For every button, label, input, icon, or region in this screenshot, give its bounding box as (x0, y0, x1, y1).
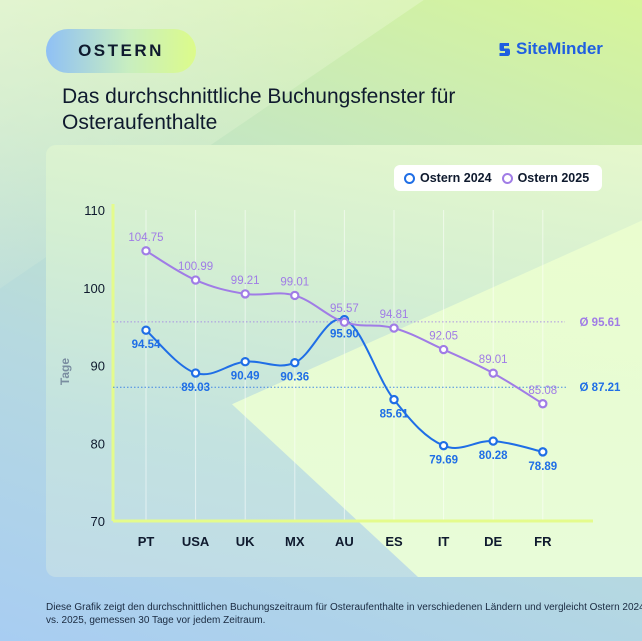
data-label-2024: 85.61 (380, 409, 409, 421)
data-label-2025: 85.08 (528, 385, 557, 397)
logo-text: SiteMinder (516, 39, 603, 58)
data-label-2024: 78.89 (528, 461, 557, 473)
y-tick-label: 80 (91, 436, 105, 451)
legend-item-2024[interactable]: Ostern 2024 (404, 171, 492, 185)
average-label-2025: Ø 95.61 (580, 317, 622, 329)
data-label-2024: 94.54 (132, 339, 161, 351)
data-point-2024[interactable] (190, 368, 201, 378)
category-badge-label: OSTERN (78, 41, 164, 60)
data-point-2024[interactable] (538, 447, 548, 457)
y-tick-label: 100 (83, 281, 105, 296)
data-point-2025[interactable] (438, 344, 449, 355)
data-label-2024: 89.03 (181, 382, 210, 394)
legend-marker-2025-icon (501, 172, 513, 184)
y-tick-label: 110 (84, 203, 105, 218)
legend-label-2024: Ostern 2024 (420, 171, 492, 185)
data-point-2025[interactable] (339, 317, 350, 327)
data-point-2025[interactable] (141, 246, 151, 256)
y-tick-label: 90 (91, 359, 105, 374)
data-point-2024[interactable] (488, 436, 498, 446)
data-point-2024[interactable] (240, 356, 250, 367)
siteminder-logo-icon (499, 42, 510, 56)
data-label-2025: 92.05 (429, 331, 458, 343)
x-tick-label: IT (438, 534, 450, 549)
x-tick-label: ES (385, 534, 403, 549)
data-label-2025: 99.21 (231, 275, 260, 287)
data-label-2025: 99.01 (280, 276, 309, 288)
data-label-2025: 94.81 (380, 309, 409, 321)
average-label-2024: Ø 87.21 (580, 382, 622, 394)
data-label-2025: 100.99 (178, 261, 213, 273)
legend-marker-2024-icon (404, 172, 415, 184)
data-point-2025[interactable] (389, 323, 399, 333)
siteminder-logo: SiteMinder (498, 39, 603, 59)
data-point-2025[interactable] (240, 289, 250, 299)
x-tick-label: AU (335, 534, 354, 549)
legend-item-2025[interactable]: Ostern 2025 (501, 171, 590, 185)
x-tick-label: DE (484, 534, 502, 549)
data-point-2025[interactable] (488, 368, 498, 378)
x-tick-label: USA (182, 534, 210, 549)
y-axis-label: Tage (58, 358, 72, 385)
data-label-2024: 95.90 (330, 329, 359, 341)
x-tick-label: UK (236, 534, 255, 549)
data-label-2024: 90.49 (231, 371, 260, 383)
data-point-2024[interactable] (389, 394, 399, 405)
data-point-2025[interactable] (538, 399, 548, 409)
data-label-2024: 80.28 (479, 450, 508, 462)
x-tick-label: FR (534, 534, 552, 549)
category-badge: OSTERN (46, 29, 196, 73)
data-label-2025: 89.01 (479, 354, 508, 366)
data-label-2025: 95.57 (330, 303, 359, 315)
data-point-2024[interactable] (141, 325, 151, 335)
data-point-2025[interactable] (290, 290, 300, 301)
data-point-2024[interactable] (290, 358, 300, 368)
y-tick-label: 70 (91, 514, 105, 529)
data-point-2025[interactable] (190, 275, 201, 285)
data-label-2024: 90.36 (280, 372, 309, 384)
x-tick-label: PT (138, 534, 155, 549)
footnote: Diese Grafik zeigt den durchschnittliche… (46, 602, 642, 626)
x-tick-label: MX (285, 534, 305, 549)
data-label-2025: 104.75 (128, 232, 163, 244)
data-point-2024[interactable] (438, 440, 449, 451)
data-label-2024: 79.69 (429, 455, 458, 467)
page-title: Das durchschnittliche Buchungsfenster fü… (62, 85, 456, 134)
chart-legend: Ostern 2024 Ostern 2025 (394, 165, 602, 191)
legend-label-2025: Ostern 2025 (517, 171, 590, 185)
